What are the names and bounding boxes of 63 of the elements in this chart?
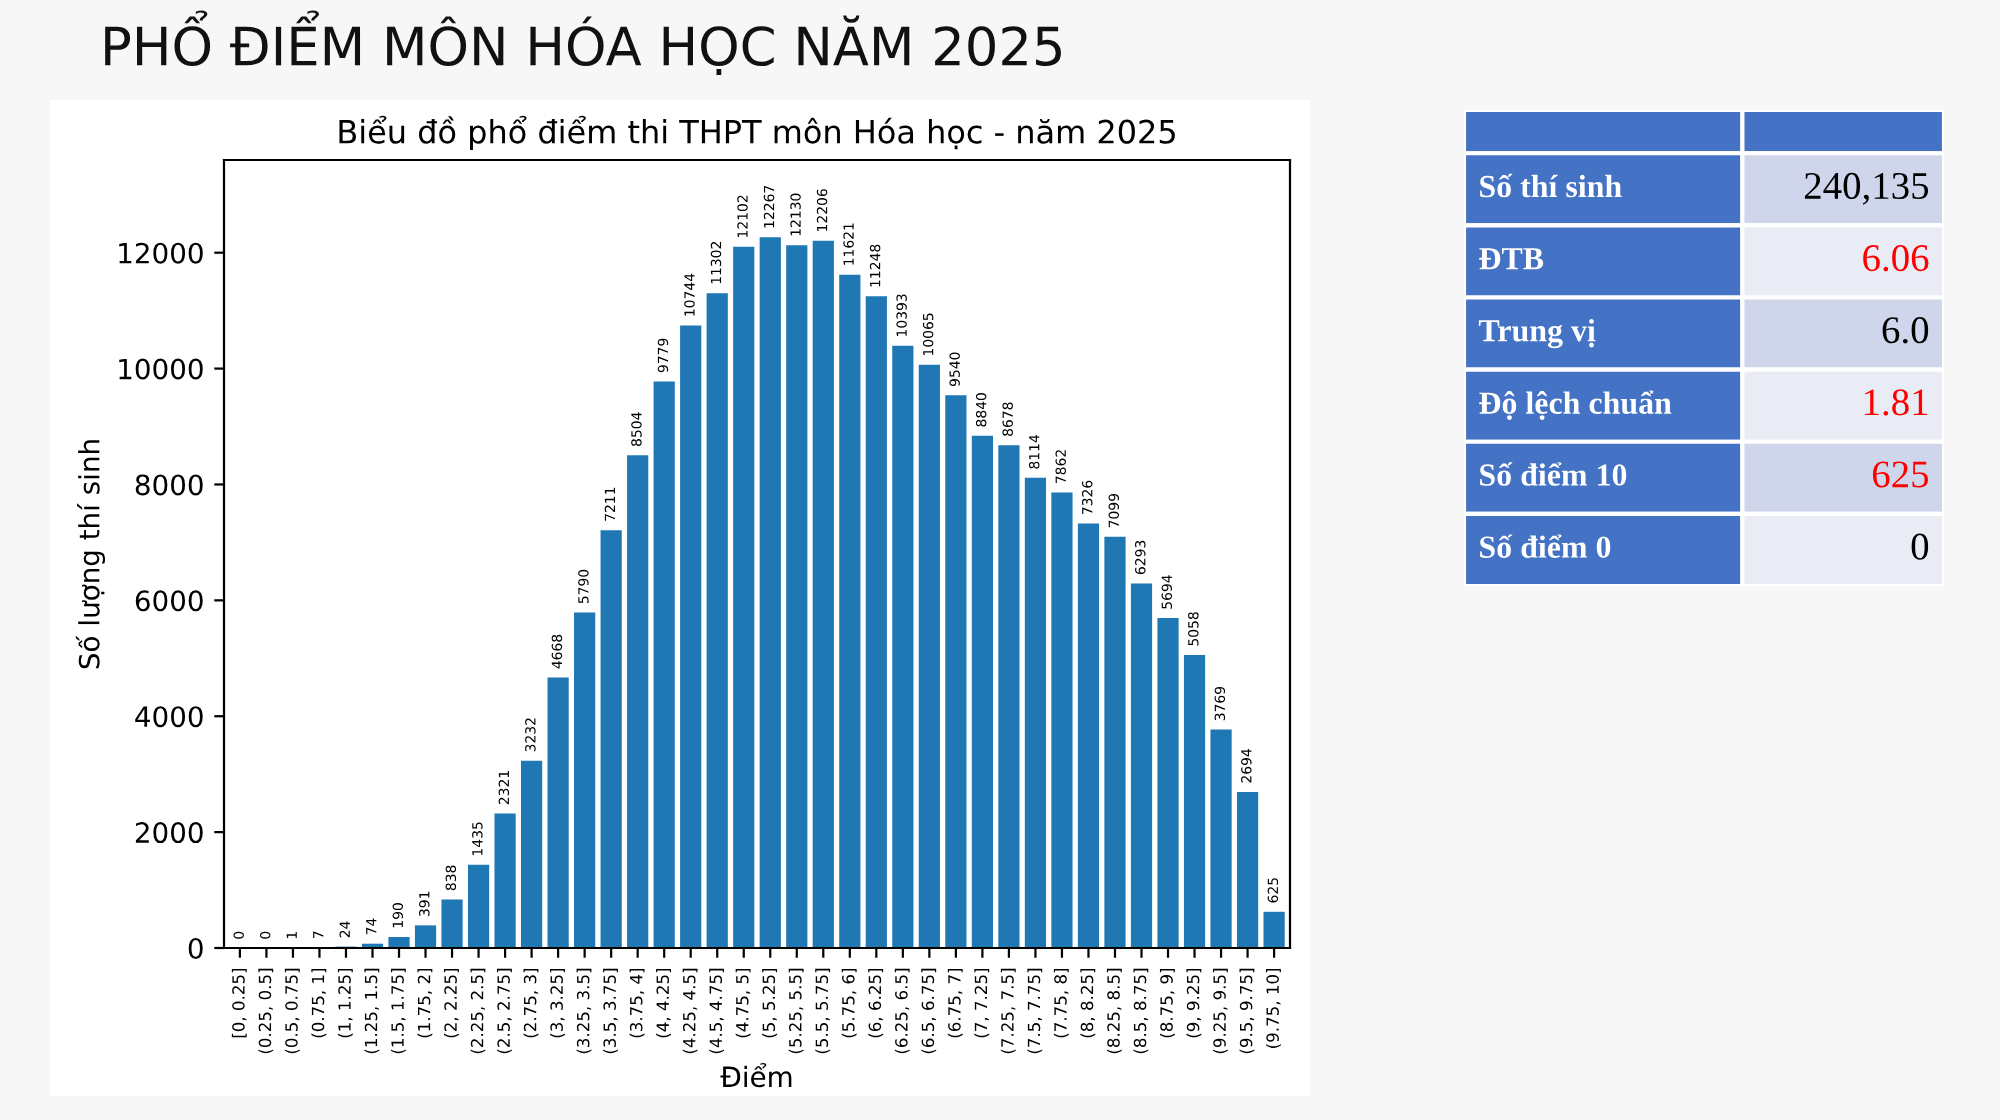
- text: 625: [1872, 461, 1929, 488]
- category-label: Độ lệch chuẩn: [1479, 390, 1672, 420]
- y-tick-label: 8000: [135, 474, 203, 496]
- x-tick-label: (2.25, 2.5]: [470, 968, 486, 1054]
- x-tick-label: (0.5, 0.75]: [284, 968, 300, 1054]
- text: 1.81: [1864, 389, 1928, 416]
- x-tick-label: (7.5, 7.75]: [1027, 968, 1043, 1054]
- x-tick-label: (5.25, 5.5]: [788, 968, 804, 1054]
- x-tick-label: (2.75, 3]: [523, 968, 539, 1038]
- y-tick-label: 10000: [119, 358, 203, 380]
- x-tick-label: (3.25, 3.5]: [576, 968, 592, 1054]
- text: 0: [1911, 533, 1929, 560]
- x-tick-label: (4.25, 4.5]: [682, 968, 698, 1054]
- x-tick-label: (8.5, 8.75]: [1133, 968, 1149, 1054]
- x-tick-label: (9.25, 9.5]: [1212, 968, 1228, 1054]
- x-tick-label: (1.5, 1.75]: [390, 968, 406, 1054]
- x-tick-label: (9.75, 10]: [1266, 968, 1281, 1048]
- x-tick-label: (6, 6.25]: [868, 968, 884, 1038]
- x-tick-label: (4, 4.25]: [656, 968, 671, 1038]
- x-tick-label: (8.75, 9]: [1159, 968, 1175, 1038]
- chart-title: PHỔ ĐIỂM MÔN HÓA HỌC NĂM 2025: [105, 10, 1061, 75]
- x-tick-label: (9.5, 9.75]: [1239, 968, 1255, 1054]
- x-tick-label: (5.5, 5.75]: [815, 968, 831, 1054]
- x-tick-label: (0.75, 1]: [311, 968, 327, 1038]
- y-axis-title: Số lượng thí sinh: [75, 440, 106, 669]
- category-label: Số thí sinh: [1480, 173, 1622, 198]
- x-tick-label: (1.25, 1.5]: [364, 968, 380, 1054]
- x-tick-label: (1.75, 2]: [417, 968, 433, 1038]
- x-tick-label: (5, 5.25]: [762, 968, 778, 1038]
- y-tick-label: 6000: [135, 590, 203, 612]
- category-label: Trung vị: [1478, 318, 1596, 349]
- x-tick-label: (7.25, 7.5]: [1000, 968, 1016, 1054]
- x-tick-label: (7.75, 8]: [1053, 968, 1069, 1038]
- x-tick-label: (3.75, 4]: [629, 968, 645, 1038]
- x-tick-label: (9, 9.25]: [1186, 968, 1202, 1038]
- x-tick-label: (0.25, 0.5]: [258, 968, 274, 1054]
- category-label: Số điểm 0: [1480, 534, 1611, 558]
- chart-subtitle: Biểu đồ phổ điểm thi THPT môn Hóa học - năm 2025: [339, 115, 1175, 150]
- x-tick-label: [0, 0.25]: [231, 968, 247, 1038]
- x-tick-label: (4.75, 5]: [735, 968, 751, 1038]
- x-tick-label: (5.75, 6]: [841, 968, 857, 1038]
- y-tick-label: 2000: [135, 822, 203, 844]
- category-label: Số điểm 10: [1480, 462, 1627, 486]
- x-tick-label: (8.25, 8.5]: [1106, 968, 1122, 1054]
- y-tick-label: 12000: [119, 242, 203, 264]
- category-label: ĐTB: [1479, 248, 1544, 270]
- x-tick-label: (6.5, 6.75]: [921, 968, 937, 1054]
- x-tick-label: (3, 3.25]: [550, 968, 565, 1038]
- text: 6.06: [1863, 244, 1929, 272]
- x-tick-label: (1, 1.25]: [337, 968, 353, 1038]
- x-tick-label: (2.5, 2.75]: [497, 968, 512, 1054]
- x-axis-title: Điểm: [720, 1062, 792, 1088]
- x-tick-label: (2, 2.25]: [443, 968, 459, 1038]
- x-tick-label: (6.75, 7]: [947, 968, 963, 1038]
- x-tick-label: (6.25, 6.5]: [894, 968, 910, 1054]
- y-tick-label: 0: [188, 937, 203, 959]
- x-tick-label: (3.5, 3.75]: [603, 968, 618, 1054]
- x-tick-label: (4.5, 4.75]: [709, 968, 725, 1054]
- y-tick-label: 4000: [135, 706, 203, 728]
- x-tick-label: (8, 8.25]: [1080, 968, 1096, 1038]
- text: 6.0: [1882, 317, 1929, 344]
- x-tick-label: (7, 7.25]: [974, 968, 990, 1038]
- text: 240,135: [1804, 172, 1929, 205]
